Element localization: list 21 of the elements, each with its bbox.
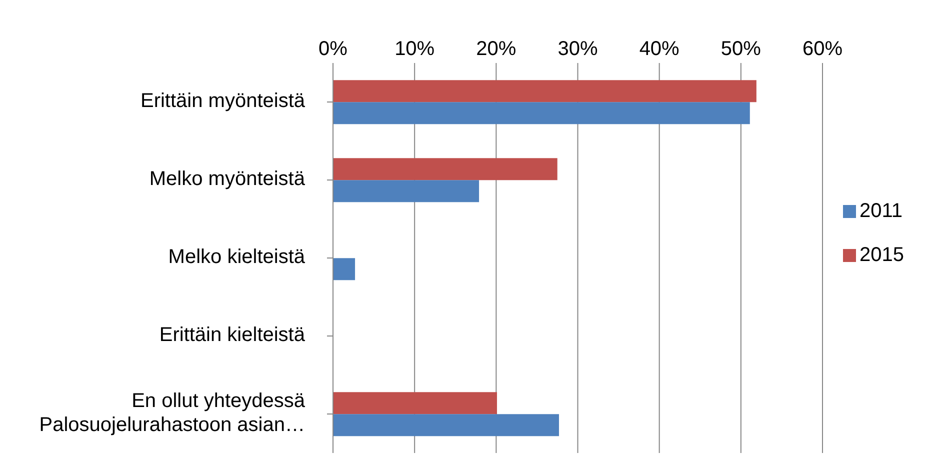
x-tick-label: 0% [318, 38, 348, 60]
bar [333, 180, 480, 202]
y-tick-label: Melko kielteistä [168, 246, 306, 268]
bar [333, 414, 559, 436]
x-tick-label: 40% [639, 38, 680, 60]
legend-label: 2015 [860, 244, 904, 266]
legend-label: 2011 [860, 200, 903, 222]
y-tick-label: Erittäin kielteistä [159, 324, 306, 346]
x-tick-label: 50% [720, 38, 762, 60]
bar [333, 80, 756, 102]
bar [333, 258, 356, 280]
y-tick-label: Erittäin myönteistä [140, 90, 306, 112]
y-tick-label: Melko myönteistä [149, 168, 306, 190]
bar [333, 392, 497, 414]
x-tick-label: 60% [802, 38, 843, 60]
x-tick-label: 10% [394, 38, 435, 60]
bar [333, 102, 750, 124]
x-tick-label: 30% [558, 38, 598, 60]
x-tick-label: 20% [476, 38, 516, 60]
y-tick-label: En ollut yhteydessä Palosuojelurahastoon asian… [39, 390, 306, 436]
bar [333, 158, 558, 180]
